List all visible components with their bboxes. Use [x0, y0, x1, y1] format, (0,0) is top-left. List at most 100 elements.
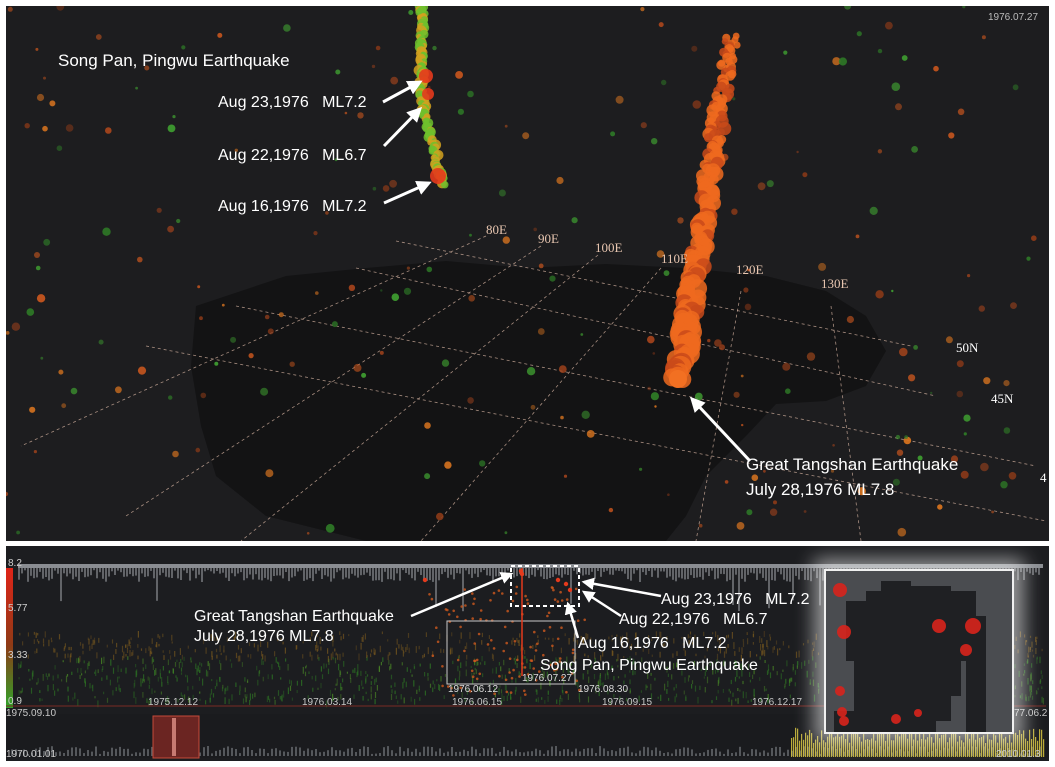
timeline-event-mark [542, 666, 544, 672]
histogram-bar [492, 568, 494, 582]
timeline-event-mark [103, 691, 105, 695]
histogram-bar [210, 568, 212, 572]
timeline-event-mark [478, 672, 482, 676]
timeline-event-mark [511, 680, 513, 683]
timeline-event-mark [157, 634, 159, 638]
overview-bar [287, 751, 289, 756]
timeline-event-mark [148, 700, 150, 707]
histogram-bar [561, 568, 563, 578]
timeline-event-mark [452, 609, 456, 613]
timeline-event-mark [659, 651, 661, 658]
timeline-event-mark [753, 670, 755, 675]
map-3d-canvas[interactable] [6, 6, 1049, 541]
timeline-event-mark [704, 655, 706, 659]
timeline-event-mark [123, 651, 125, 659]
timeline-event-mark [1029, 691, 1031, 698]
histogram-bar [21, 568, 23, 574]
timeline-event-mark [516, 663, 518, 668]
timeline-event-mark [570, 672, 574, 675]
zoom-inset[interactable] [824, 569, 1014, 734]
histogram-bar [675, 568, 677, 582]
timeline-event-mark [709, 663, 711, 666]
earthquake-point [432, 45, 437, 51]
timeline-event-mark [613, 676, 615, 681]
overview-recent-bar [975, 739, 977, 757]
timeline-event-mark [576, 639, 579, 645]
histogram-bar [591, 568, 593, 572]
overview-recent-bar [983, 735, 985, 757]
timeline-event-mark [187, 645, 189, 649]
map-3d-view[interactable]: 1976.07.27 80E 90E 100E 110E 120E 130E 5… [6, 6, 1049, 541]
timeline-event-mark [432, 687, 434, 693]
timeline-event-mark [327, 655, 329, 663]
histogram-bar [735, 568, 737, 575]
timeline-event-mark [575, 678, 577, 686]
timeline-event-mark [311, 631, 313, 637]
histogram-bar [333, 568, 335, 579]
timeline-event-mark [471, 617, 475, 620]
earthquake-point [610, 131, 616, 137]
timeline-event-mark [274, 699, 276, 705]
histogram-bar [798, 568, 800, 580]
timeline-event-mark [559, 695, 562, 699]
overview-bar [711, 749, 713, 756]
overview-bar [31, 752, 33, 756]
overview-recent-bar [857, 733, 859, 757]
timeline-event-mark [1014, 685, 1016, 690]
histogram-bar [681, 568, 683, 579]
overview-bar [731, 753, 733, 756]
histogram-bar [273, 568, 275, 576]
earthquake-point [1000, 481, 1008, 489]
timeline-event-mark [725, 647, 727, 654]
timeline-event-mark [145, 664, 147, 670]
overview-recent-bar [919, 729, 921, 757]
timeline-event-mark [316, 641, 318, 648]
earthquake-point [348, 284, 356, 291]
timeline-event-mark [764, 660, 766, 663]
timeline-event-mark [676, 651, 678, 656]
overview-recent-bar [899, 736, 901, 757]
histogram-bar [648, 568, 650, 571]
timeline-event-mark [327, 648, 329, 654]
histogram-bar [393, 568, 395, 581]
histogram-bar [153, 568, 155, 579]
timeline-event-mark [486, 700, 488, 706]
timeline-event-mark [296, 690, 298, 694]
timeline-event-mark [738, 647, 740, 652]
timeline-event-mark [465, 660, 467, 667]
timeline-event-mark [178, 662, 180, 669]
timeline-event-mark [220, 663, 222, 671]
timeline-event-mark [734, 660, 736, 666]
histogram-bar [495, 568, 497, 577]
timeline-event-mark [253, 643, 255, 648]
earthquake-point [832, 444, 835, 447]
timeline-event-mark [355, 645, 357, 651]
timeline-event-mark [389, 652, 391, 656]
timeline-event-mark [607, 673, 609, 680]
overview-bar [407, 748, 409, 756]
histogram-bar [606, 568, 608, 571]
timeline-event-mark [295, 645, 297, 650]
timeline-event-mark [576, 619, 580, 622]
timeline-event-mark [792, 664, 794, 670]
timeline-event-mark [312, 687, 314, 692]
timeline-event-mark [481, 656, 483, 662]
histogram-bar [396, 568, 398, 574]
timeline-event-mark [471, 672, 473, 678]
timeline-event-mark [591, 663, 593, 667]
timeline-event-mark [583, 660, 585, 664]
overview-bar [259, 748, 261, 756]
timeline-event-mark [1036, 657, 1038, 664]
timeline-event-mark [477, 661, 479, 666]
timeline-event-mark [149, 677, 151, 684]
timeline-event-mark [777, 648, 779, 656]
selection-range[interactable] [446, 620, 576, 685]
timeline-event-mark [423, 653, 425, 658]
histogram-bar [690, 568, 692, 576]
overview-bar [703, 752, 705, 756]
timeline-event-mark [524, 650, 526, 655]
timeline-event-mark [415, 646, 417, 653]
timeline-panel[interactable]: 8.2 5.77 3.33 0.9 1975.12.12 1976.03.14 … [6, 546, 1049, 761]
timeline-event-mark [267, 695, 270, 700]
overview-bar [172, 718, 176, 756]
